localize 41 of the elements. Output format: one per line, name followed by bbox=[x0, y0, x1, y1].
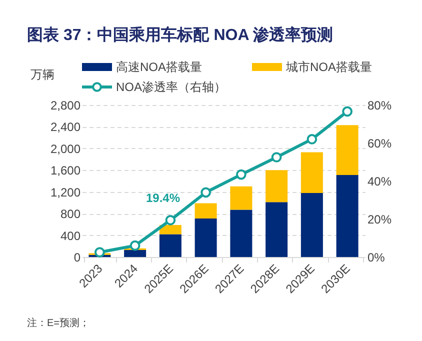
y-tick-label: 400 bbox=[60, 228, 81, 243]
bar bbox=[266, 202, 288, 257]
point bbox=[94, 247, 105, 258]
bar bbox=[336, 125, 358, 176]
y2-tick-label: 80% bbox=[368, 98, 392, 112]
y2-tick-label: 40% bbox=[368, 174, 392, 188]
bar bbox=[300, 152, 323, 193]
bar bbox=[230, 186, 252, 210]
y-tick-label: 1,200 bbox=[50, 185, 81, 200]
text: 注：E=预测； bbox=[27, 317, 90, 329]
y-tick-label: 2,800 bbox=[50, 98, 81, 112]
y-tick-label: 2,000 bbox=[50, 142, 81, 156]
y-tick-label: 2,400 bbox=[50, 120, 81, 134]
y2-tick-label: 60% bbox=[368, 136, 392, 150]
bar bbox=[124, 250, 146, 257]
point bbox=[165, 214, 176, 226]
y-axis-title: 万辆 bbox=[30, 68, 54, 82]
point bbox=[306, 134, 318, 144]
chart-title: 图表 37：中国乘用车标配 NOA 渗透率预测 bbox=[27, 25, 334, 44]
y2-tick-label: 20% bbox=[368, 212, 392, 226]
y2-tick-label: 0% bbox=[368, 250, 386, 264]
point bbox=[342, 106, 352, 117]
annotation: 19.4% bbox=[146, 191, 180, 205]
y-tick-label: 800 bbox=[60, 207, 81, 222]
legend-label: 高速NOA搭载量 bbox=[116, 60, 202, 74]
y-tick-label: 1,600 bbox=[50, 164, 81, 178]
legend-label: NOA渗透率（右轴） bbox=[116, 80, 226, 94]
bar bbox=[194, 218, 217, 257]
bar bbox=[159, 234, 182, 257]
legend-label: 城市NOA搭载量 bbox=[285, 60, 372, 74]
bar bbox=[336, 175, 358, 257]
point bbox=[236, 169, 246, 180]
point bbox=[200, 187, 211, 198]
bar bbox=[266, 170, 288, 202]
point bbox=[271, 152, 282, 162]
point bbox=[130, 240, 140, 251]
bar bbox=[230, 210, 252, 257]
bar bbox=[300, 192, 323, 257]
bar bbox=[194, 203, 217, 218]
bar bbox=[159, 224, 182, 234]
y-tick-label: 0 bbox=[74, 250, 81, 264]
